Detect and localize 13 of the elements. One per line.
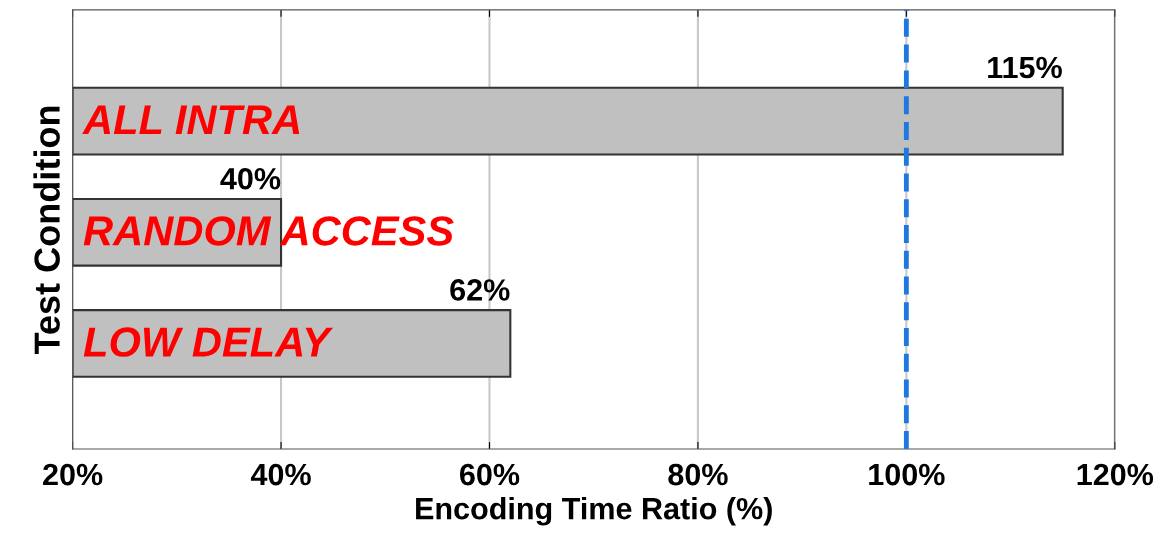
y-tick-label: ALL INTRA [82, 105, 300, 135]
x-tick-label: 60% [460, 463, 520, 486]
data-label: 40% [220, 167, 281, 190]
x-tick-label: 100% [869, 463, 945, 486]
y-tick-label: LOW DELAY [83, 327, 334, 357]
data-label: 62% [450, 279, 510, 301]
x-tick-label: 120% [1077, 463, 1154, 486]
x-tick-label: 20% [43, 463, 103, 486]
x-tick-label: 80% [668, 463, 728, 486]
x-tick-label: 40% [250, 463, 311, 486]
y-axis-title: Test Condition [33, 106, 60, 355]
data-label: 115% [988, 56, 1062, 79]
x-axis-title: Encoding Time Ratio (%) [416, 496, 772, 526]
